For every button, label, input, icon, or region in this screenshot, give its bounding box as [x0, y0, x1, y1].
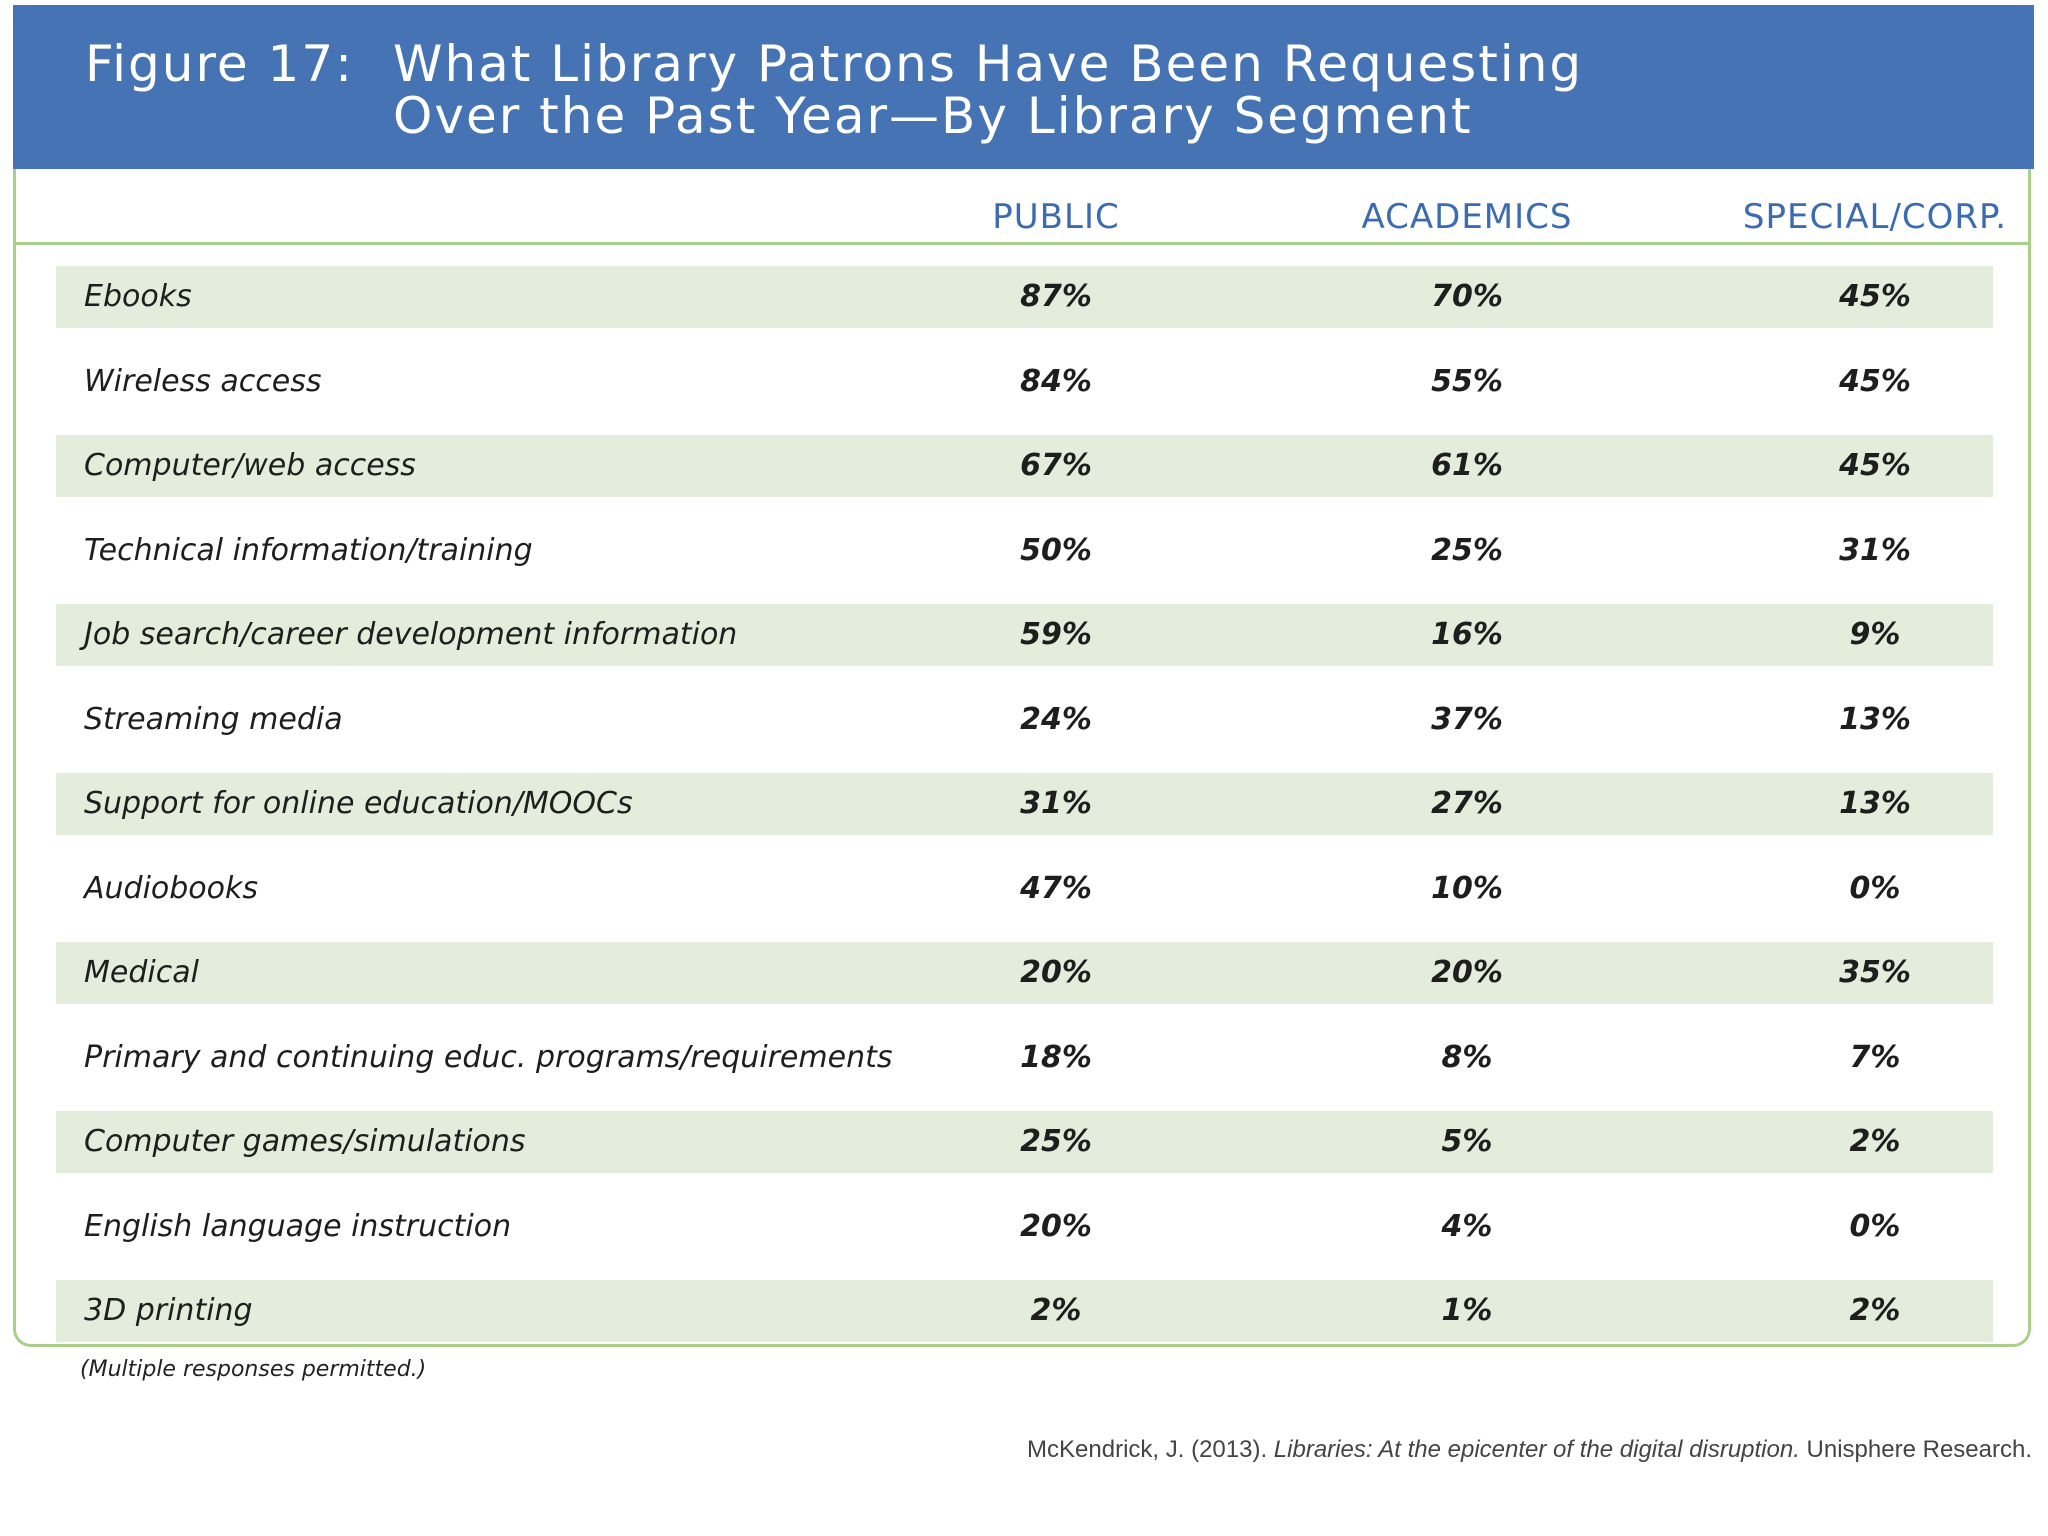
row-label: Wireless access — [84, 364, 322, 399]
value-cell: 55% — [1431, 364, 1503, 399]
table-row: Audiobooks 47% 10% 0% — [56, 858, 1993, 920]
row-label: Support for online education/MOOCs — [84, 786, 633, 821]
table-row: Job search/career development informatio… — [56, 604, 1993, 666]
column-header-academics: ACADEMICS — [1361, 197, 1573, 237]
table-row: Primary and continuing educ. programs/re… — [56, 1027, 1993, 1089]
table-row: Technical information/training 50% 25% 31% — [56, 520, 1993, 582]
value-cell: 24% — [1020, 702, 1092, 737]
value-cell: 2% — [1849, 1124, 1901, 1159]
value-cell: 10% — [1431, 871, 1503, 906]
row-label: Technical information/training — [84, 533, 533, 568]
value-cell: 20% — [1020, 1209, 1092, 1244]
row-label: Primary and continuing educ. programs/re… — [84, 1040, 893, 1075]
value-cell: 31% — [1839, 533, 1911, 568]
citation-publisher: Unisphere Research. — [1799, 1436, 2032, 1463]
value-cell: 37% — [1431, 702, 1503, 737]
table-row: 3D printing 2% 1% 2% — [56, 1280, 1993, 1342]
value-cell: 18% — [1020, 1040, 1092, 1075]
value-cell: 7% — [1849, 1040, 1901, 1075]
table-row: Ebooks 87% 70% 45% — [56, 266, 1993, 328]
source-citation: McKendrick, J. (2013). Libraries: At the… — [1027, 1436, 2032, 1464]
value-cell: 20% — [1431, 955, 1503, 990]
table-row: Wireless access 84% 55% 45% — [56, 351, 1993, 413]
row-label: Job search/career development informatio… — [84, 617, 738, 652]
column-header-public: PUBLIC — [992, 197, 1120, 237]
header-divider — [16, 242, 2028, 245]
table-row: Streaming media 24% 37% 13% — [56, 689, 1993, 751]
value-cell: 2% — [1849, 1293, 1901, 1328]
value-cell: 16% — [1431, 617, 1503, 652]
row-label: English language instruction — [84, 1209, 512, 1244]
value-cell: 13% — [1839, 702, 1911, 737]
value-cell: 61% — [1431, 448, 1503, 483]
row-label: Computer games/simulations — [84, 1124, 526, 1159]
figure-number: Figure 17: — [85, 35, 355, 93]
table-row: Computer games/simulations 25% 5% 2% — [56, 1111, 1993, 1173]
value-cell: 13% — [1839, 786, 1911, 821]
value-cell: 45% — [1839, 448, 1911, 483]
value-cell: 27% — [1431, 786, 1503, 821]
column-header-special-corp: SPECIAL/CORP. — [1742, 197, 2008, 237]
value-cell: 84% — [1020, 364, 1092, 399]
row-label: Audiobooks — [84, 871, 259, 906]
value-cell: 20% — [1020, 955, 1092, 990]
value-cell: 50% — [1020, 533, 1092, 568]
title-bar: Figure 17: What Library Patrons Have Bee… — [13, 5, 2034, 169]
value-cell: 0% — [1849, 1209, 1901, 1244]
value-cell: 45% — [1839, 364, 1911, 399]
value-cell: 59% — [1020, 617, 1092, 652]
value-cell: 8% — [1441, 1040, 1493, 1075]
value-cell: 1% — [1441, 1293, 1493, 1328]
row-label: Medical — [84, 955, 199, 990]
value-cell: 87% — [1020, 279, 1092, 314]
figure-title-line-2: Over the Past Year—By Library Segment — [393, 87, 1473, 145]
value-cell: 0% — [1849, 871, 1901, 906]
row-label: Ebooks — [84, 279, 192, 314]
value-cell: 35% — [1839, 955, 1911, 990]
table-row: English language instruction 20% 4% 0% — [56, 1196, 1993, 1258]
value-cell: 9% — [1849, 617, 1901, 652]
value-cell: 4% — [1441, 1209, 1493, 1244]
citation-work-title: Libraries: At the epicenter of the digit… — [1273, 1436, 1800, 1463]
value-cell: 47% — [1020, 871, 1092, 906]
value-cell: 45% — [1839, 279, 1911, 314]
table-row: Support for online education/MOOCs 31% 27%… — [56, 773, 1993, 835]
value-cell: 2% — [1030, 1293, 1082, 1328]
row-label: Streaming media — [84, 702, 343, 737]
value-cell: 25% — [1020, 1124, 1092, 1159]
value-cell: 70% — [1431, 279, 1503, 314]
table-row: Medical 20% 20% 35% — [56, 942, 1993, 1004]
footnote: (Multiple responses permitted.) — [80, 1357, 427, 1382]
value-cell: 67% — [1020, 448, 1092, 483]
figure-title-line-1: What Library Patrons Have Been Requestin… — [393, 35, 1584, 93]
value-cell: 25% — [1431, 533, 1503, 568]
citation-author: McKendrick, J. (2013). — [1027, 1436, 1274, 1463]
row-label: Computer/web access — [84, 448, 416, 483]
row-label: 3D printing — [84, 1293, 253, 1328]
value-cell: 5% — [1441, 1124, 1493, 1159]
figure-panel: Figure 17: What Library Patrons Have Bee… — [13, 5, 2034, 1347]
table-row: Computer/web access 67% 61% 45% — [56, 435, 1993, 497]
value-cell: 31% — [1020, 786, 1092, 821]
